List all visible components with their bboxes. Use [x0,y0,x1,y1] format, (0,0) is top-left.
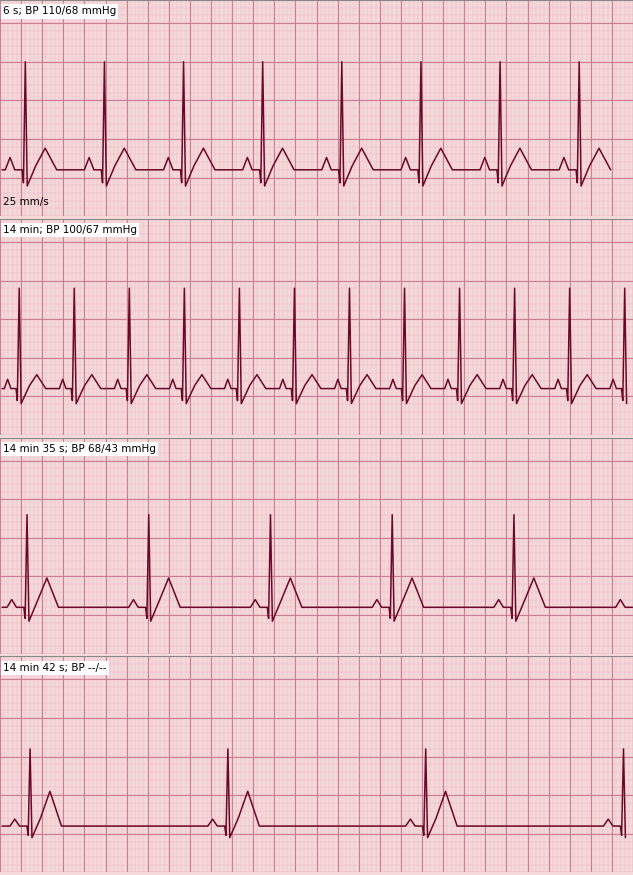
Text: 14 min; BP 100/67 mmHg: 14 min; BP 100/67 mmHg [3,225,137,235]
Text: 14 min 42 s; BP --/--: 14 min 42 s; BP --/-- [3,662,107,673]
Text: 6 s; BP 110/68 mmHg: 6 s; BP 110/68 mmHg [3,6,116,17]
Text: 25 mm/s: 25 mm/s [3,198,49,207]
Text: 14 min 35 s; BP 68/43 mmHg: 14 min 35 s; BP 68/43 mmHg [3,444,156,454]
